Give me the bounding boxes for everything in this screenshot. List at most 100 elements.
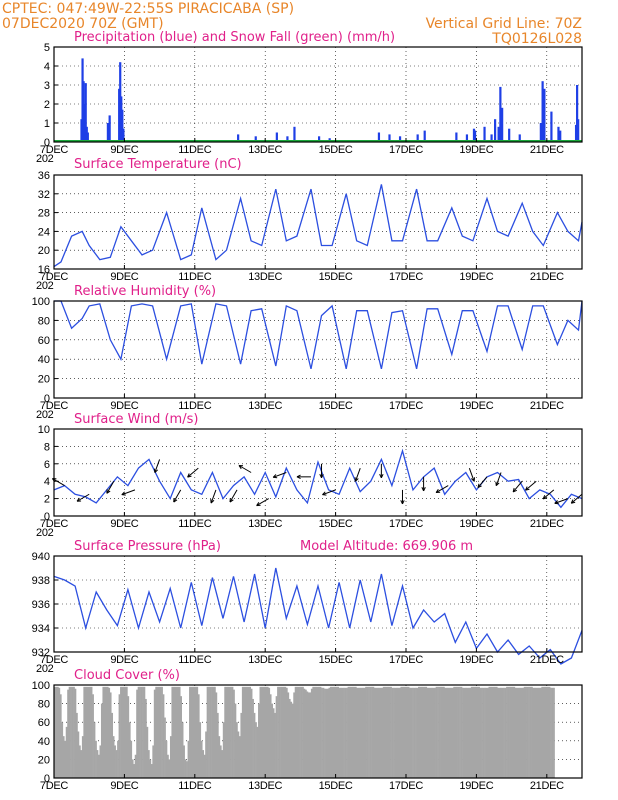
- x-tick-label: 7DEC: [40, 518, 68, 530]
- cloud-bar: [519, 687, 522, 778]
- wind-arrow-head: [229, 499, 234, 503]
- cloud-bar: [121, 686, 124, 778]
- wind-arrow: [354, 467, 361, 482]
- wind-arrow: [570, 493, 583, 504]
- precip-bar: [286, 136, 289, 142]
- cloud-bar: [478, 686, 480, 778]
- series-line: [53, 184, 583, 268]
- precip-bar: [576, 85, 579, 142]
- cloud-bar: [509, 686, 511, 778]
- wind-arrow-shaft: [76, 493, 90, 502]
- cloud-bar: [467, 687, 470, 778]
- cloud-bar: [228, 686, 231, 778]
- cloud-bar: [156, 686, 159, 778]
- y-tick-label: 4: [44, 61, 50, 73]
- wind-arrow: [512, 480, 523, 493]
- cloud-bar: [294, 686, 297, 778]
- wind-arrow-head: [321, 473, 324, 479]
- wind-arrow-head: [76, 497, 80, 502]
- x-tick-label: 13DEC: [248, 654, 282, 666]
- cloud-bar: [231, 686, 234, 778]
- cloud-bar: [340, 687, 342, 778]
- cloud-bar: [459, 686, 461, 778]
- x-tick-label: 11DEC: [178, 780, 211, 792]
- cloud-bar: [337, 686, 340, 778]
- cloud-bar: [517, 687, 520, 778]
- cloud-bar: [224, 686, 227, 778]
- cloud-bar: [434, 687, 436, 778]
- cloud-bar: [444, 687, 447, 778]
- cloud-bar: [494, 686, 497, 778]
- cloud-bar: [246, 686, 249, 778]
- precip-bar: [539, 123, 542, 142]
- y-tick-label: 20: [38, 374, 50, 386]
- cloud-bar: [403, 686, 406, 778]
- cloud-bar: [167, 754, 169, 778]
- cloud-bar: [343, 687, 345, 778]
- x-tick-label: 15DEC: [319, 518, 353, 530]
- cloud-bar: [329, 686, 332, 778]
- cloud-bar: [388, 686, 391, 778]
- cloud-bar: [111, 712, 114, 778]
- x-tick-label: 21DEC: [530, 271, 564, 283]
- cloud-bar: [369, 686, 372, 778]
- series-line: [54, 300, 583, 370]
- cloud-bar: [136, 689, 138, 778]
- precip-bar: [108, 115, 111, 142]
- panel-6: Cloud Cover (%) 0 20 40 60 80 100 7DEC 9DEC 11DEC…: [32, 668, 583, 792]
- cloud-bar: [271, 703, 274, 778]
- precip-bar: [254, 136, 257, 142]
- x-tick-label: 9DEC: [110, 780, 138, 792]
- precip-bar: [237, 134, 240, 142]
- x-tick-label: 15DEC: [319, 400, 353, 412]
- wind-arrow-head: [423, 487, 426, 492]
- cloud-bar: [313, 686, 316, 778]
- cloud-bar: [249, 686, 251, 778]
- cloud-bar: [67, 689, 69, 778]
- cloud-bar: [184, 759, 187, 778]
- cloud-bar: [497, 687, 500, 778]
- cloud-bar: [547, 686, 549, 778]
- cloud-bar: [393, 687, 395, 778]
- cloud-bar: [209, 686, 212, 778]
- cloud-bar: [357, 687, 360, 778]
- wind-arrow: [76, 493, 90, 502]
- cloud-bar: [306, 691, 309, 778]
- precip-bar: [557, 126, 560, 142]
- x-tick-label: 15DEC: [319, 144, 353, 156]
- cloud-bar: [401, 686, 404, 778]
- cloud-bar: [281, 686, 284, 778]
- wind-arrow-head: [106, 490, 111, 494]
- x-tick-label: 7DEC: [40, 654, 68, 666]
- cloud-bar: [435, 686, 438, 778]
- panel-frame: [53, 428, 583, 517]
- cloud-bar: [70, 686, 72, 778]
- cloud-bar: [415, 687, 417, 778]
- cloud-bar: [331, 686, 334, 778]
- y-tick-label: 80: [38, 699, 50, 711]
- cloud-bar: [191, 686, 194, 778]
- cloud-bar: [428, 687, 431, 778]
- cloud-bar: [120, 686, 122, 778]
- y-tick-label: 2: [44, 494, 50, 506]
- series-line: [53, 567, 583, 665]
- cloud-bar: [365, 686, 367, 778]
- cloud-bar: [318, 686, 320, 778]
- wind-arrow-shaft: [187, 467, 199, 478]
- cloud-bar: [525, 686, 527, 778]
- cloud-bar: [523, 686, 526, 778]
- x-tick-label: 7DEC: [40, 144, 68, 156]
- wind-arrow-head: [187, 473, 190, 478]
- cloud-bar: [143, 686, 146, 778]
- wind-arrow-head: [322, 491, 326, 496]
- cloud-bar: [186, 761, 188, 778]
- y-tick-label: 60: [38, 335, 50, 347]
- cloud-bar: [56, 686, 59, 778]
- cloud-bar: [86, 686, 89, 778]
- y-tick-label: 20: [38, 245, 50, 257]
- precip-bar: [455, 132, 458, 142]
- panel-title: Surface Pressure (hPa): [74, 539, 221, 554]
- wind-arrow-head: [210, 499, 215, 504]
- cloud-bar: [381, 687, 384, 778]
- cloud-bar: [227, 686, 229, 778]
